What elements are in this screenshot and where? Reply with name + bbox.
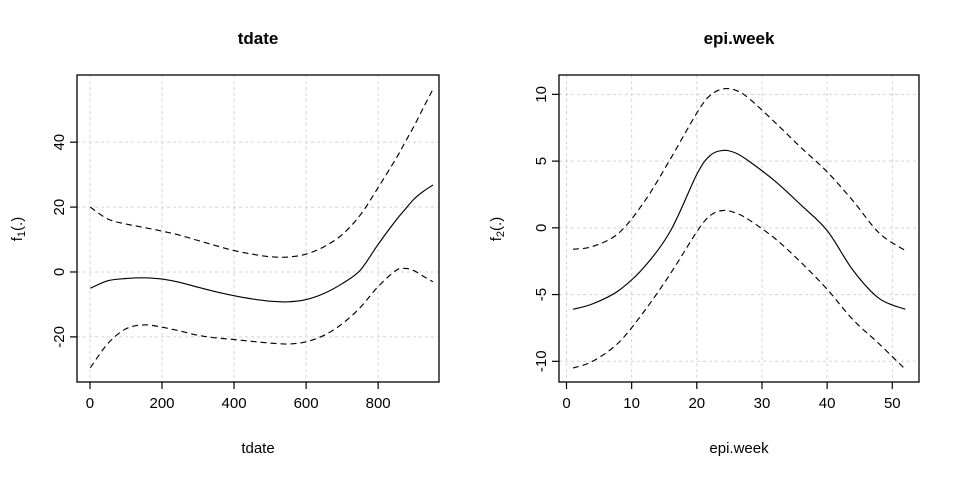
x-tick-label: 10 [623,395,640,412]
y-tick-label: 0 [533,224,550,232]
y-tick-label: -20 [51,326,68,348]
x-tick-label: 600 [294,395,319,412]
lower-95ci-line [89,267,434,369]
x-tick-label: 400 [222,395,247,412]
right-xaxis-label: epi.week [709,440,769,457]
y-tick-label: 10 [533,86,550,103]
y-tick-label: 0 [51,268,68,276]
x-tick-label: 800 [366,395,391,412]
x-tick-label: 0 [86,395,94,412]
plot-border [76,74,440,383]
left-plot-title: tdate [238,29,279,48]
fit-line [90,184,434,303]
x-tick-label: 30 [754,395,771,412]
y-tick-label: -5 [533,288,550,301]
y-tick-label: 40 [51,134,68,151]
right-plot-area: 0 10 20 30 40 50 -10 -5 0 5 10 [533,74,920,412]
fit-line [572,149,906,310]
y-tick-label: -10 [533,350,550,372]
x-tick-label: 200 [149,395,174,412]
y-tick-label: 20 [51,199,68,216]
right-plot-title: epi.week [704,29,775,48]
lower-95ci-line [572,209,906,370]
y-tick-label: 5 [533,157,550,165]
upper-95ci-line [89,89,434,258]
x-tick-label: 40 [819,395,836,412]
x-tick-label: 20 [688,395,705,412]
upper-95ci-line [572,88,906,251]
left-xaxis-label: tdate [241,440,274,457]
x-tick-label: 50 [884,395,901,412]
plot-border [558,74,920,383]
x-tick-label: 0 [562,395,570,412]
left-plot-area: 0 200 400 600 800 -20 0 20 40 [51,74,440,412]
right-yaxis-label: f2(.) [488,217,507,241]
left-yaxis-label: f1(.) [9,217,28,241]
